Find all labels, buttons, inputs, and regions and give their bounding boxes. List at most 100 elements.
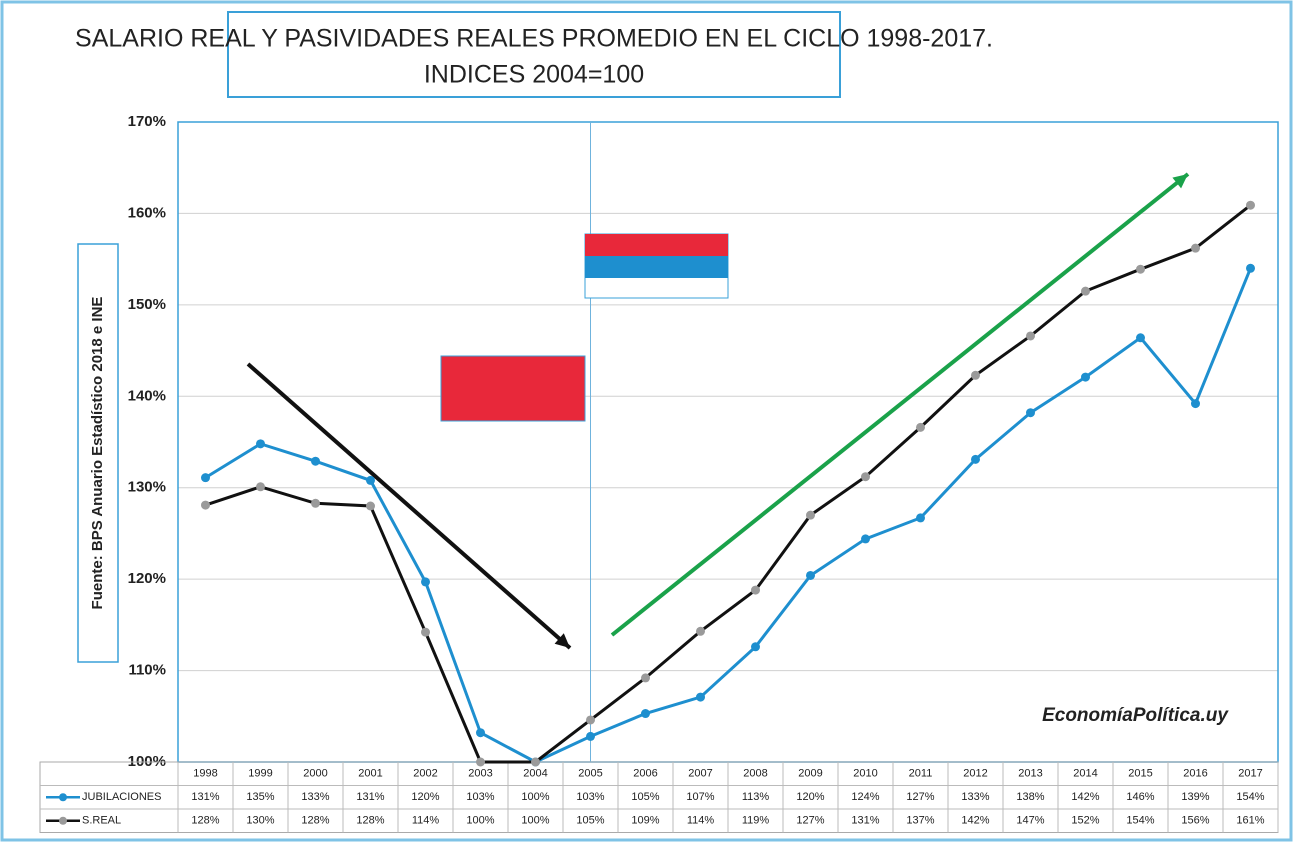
point — [1081, 286, 1090, 296]
up-arrow-head — [1172, 174, 1188, 189]
point — [421, 577, 430, 587]
value-label: 154% — [1236, 791, 1264, 803]
value-label: 139% — [1181, 791, 1209, 803]
point — [366, 475, 375, 485]
chart-title: SALARIO REAL Y PASIVIDADES REALES PROMED… — [75, 25, 993, 53]
point — [256, 439, 265, 449]
x-tick-label: 2013 — [1018, 768, 1042, 780]
point — [751, 585, 760, 595]
series-line — [205, 204, 1252, 764]
y-tick-label: 160% — [128, 204, 166, 221]
y-axis-label: Fuente: BPS Anuario Estadístico 2018 e I… — [89, 297, 106, 610]
point — [971, 454, 980, 464]
flag-red-stripe — [585, 234, 728, 256]
value-label: 131% — [851, 815, 879, 827]
point — [476, 757, 485, 767]
legend-marker — [59, 793, 67, 802]
value-label: 142% — [961, 815, 989, 827]
value-label: 103% — [576, 791, 604, 803]
y-tick-label: 100% — [128, 753, 166, 770]
point — [201, 473, 210, 483]
value-label: 119% — [742, 815, 770, 827]
value-label: 156% — [1181, 815, 1209, 827]
y-tick-label: 130% — [128, 479, 166, 496]
value-label: 154% — [1126, 815, 1154, 827]
point — [1081, 372, 1090, 382]
point — [1026, 331, 1035, 341]
source-box — [77, 243, 119, 663]
point — [751, 642, 760, 652]
value-label: 120% — [411, 791, 439, 803]
point — [1136, 264, 1145, 274]
x-tick-label: 2003 — [468, 768, 492, 780]
value-label: 127% — [796, 815, 824, 827]
x-tick-label: 2001 — [358, 768, 382, 780]
y-tick-label: 170% — [128, 113, 166, 130]
value-label: 113% — [742, 791, 770, 803]
point — [201, 500, 210, 510]
legend-label: S.REAL — [82, 815, 121, 827]
x-tick-label: 1998 — [193, 768, 217, 780]
value-label: 133% — [961, 791, 989, 803]
value-label: 135% — [246, 791, 274, 803]
x-tick-label: 2010 — [853, 768, 877, 780]
x-tick-label: 2004 — [523, 768, 547, 780]
point — [311, 498, 320, 508]
point — [696, 692, 705, 702]
point — [586, 731, 595, 741]
value-label: 161% — [1236, 815, 1264, 827]
legend-label: JUBILACIONES — [82, 791, 161, 803]
point — [476, 728, 485, 738]
x-tick-label: 2017 — [1238, 768, 1262, 780]
value-label: 130% — [246, 815, 274, 827]
x-tick-label: 2006 — [633, 768, 657, 780]
y-tick-label: 140% — [128, 387, 166, 404]
title-box — [227, 11, 841, 98]
value-label: 120% — [796, 791, 824, 803]
x-tick-label: 2011 — [909, 768, 933, 780]
value-label: 137% — [906, 815, 934, 827]
point — [1026, 408, 1035, 418]
point — [641, 709, 650, 719]
value-label: 105% — [631, 791, 659, 803]
y-tick-label: 150% — [128, 296, 166, 313]
value-label: 103% — [466, 791, 494, 803]
down-arrow-head — [554, 633, 570, 648]
value-label: 100% — [521, 815, 549, 827]
x-tick-label: 2009 — [798, 768, 822, 780]
value-label: 107% — [686, 791, 714, 803]
value-label: 100% — [466, 815, 494, 827]
point — [1246, 200, 1255, 210]
chart-subtitle: INDICES 2004=100 — [424, 61, 644, 89]
x-tick-label: 2005 — [578, 768, 602, 780]
flag-blue-stripe — [585, 256, 728, 278]
value-label: 128% — [301, 815, 329, 827]
value-label: 100% — [521, 791, 549, 803]
x-tick-label: 2002 — [413, 768, 437, 780]
value-label: 127% — [906, 791, 934, 803]
x-tick-label: 2008 — [743, 768, 767, 780]
y-tick-label: 110% — [128, 662, 166, 679]
point — [586, 715, 595, 725]
value-label: 133% — [301, 791, 329, 803]
value-label: 146% — [1126, 791, 1154, 803]
point — [1246, 263, 1255, 273]
value-label: 109% — [631, 815, 659, 827]
x-tick-label: 2000 — [303, 768, 327, 780]
y-tick-label: 120% — [128, 570, 166, 587]
point — [1136, 333, 1145, 343]
up-arrow — [610, 172, 1190, 637]
value-label: 105% — [576, 815, 604, 827]
series-line — [204, 267, 1252, 764]
value-label: 128% — [191, 815, 219, 827]
point — [696, 626, 705, 636]
x-tick-label: 2016 — [1183, 768, 1207, 780]
value-label: 142% — [1071, 791, 1099, 803]
watermark: EconomíaPolítica.uy — [1042, 705, 1229, 726]
value-label: 131% — [191, 791, 219, 803]
value-label: 138% — [1016, 791, 1044, 803]
x-tick-label: 2015 — [1128, 768, 1152, 780]
point — [916, 422, 925, 432]
